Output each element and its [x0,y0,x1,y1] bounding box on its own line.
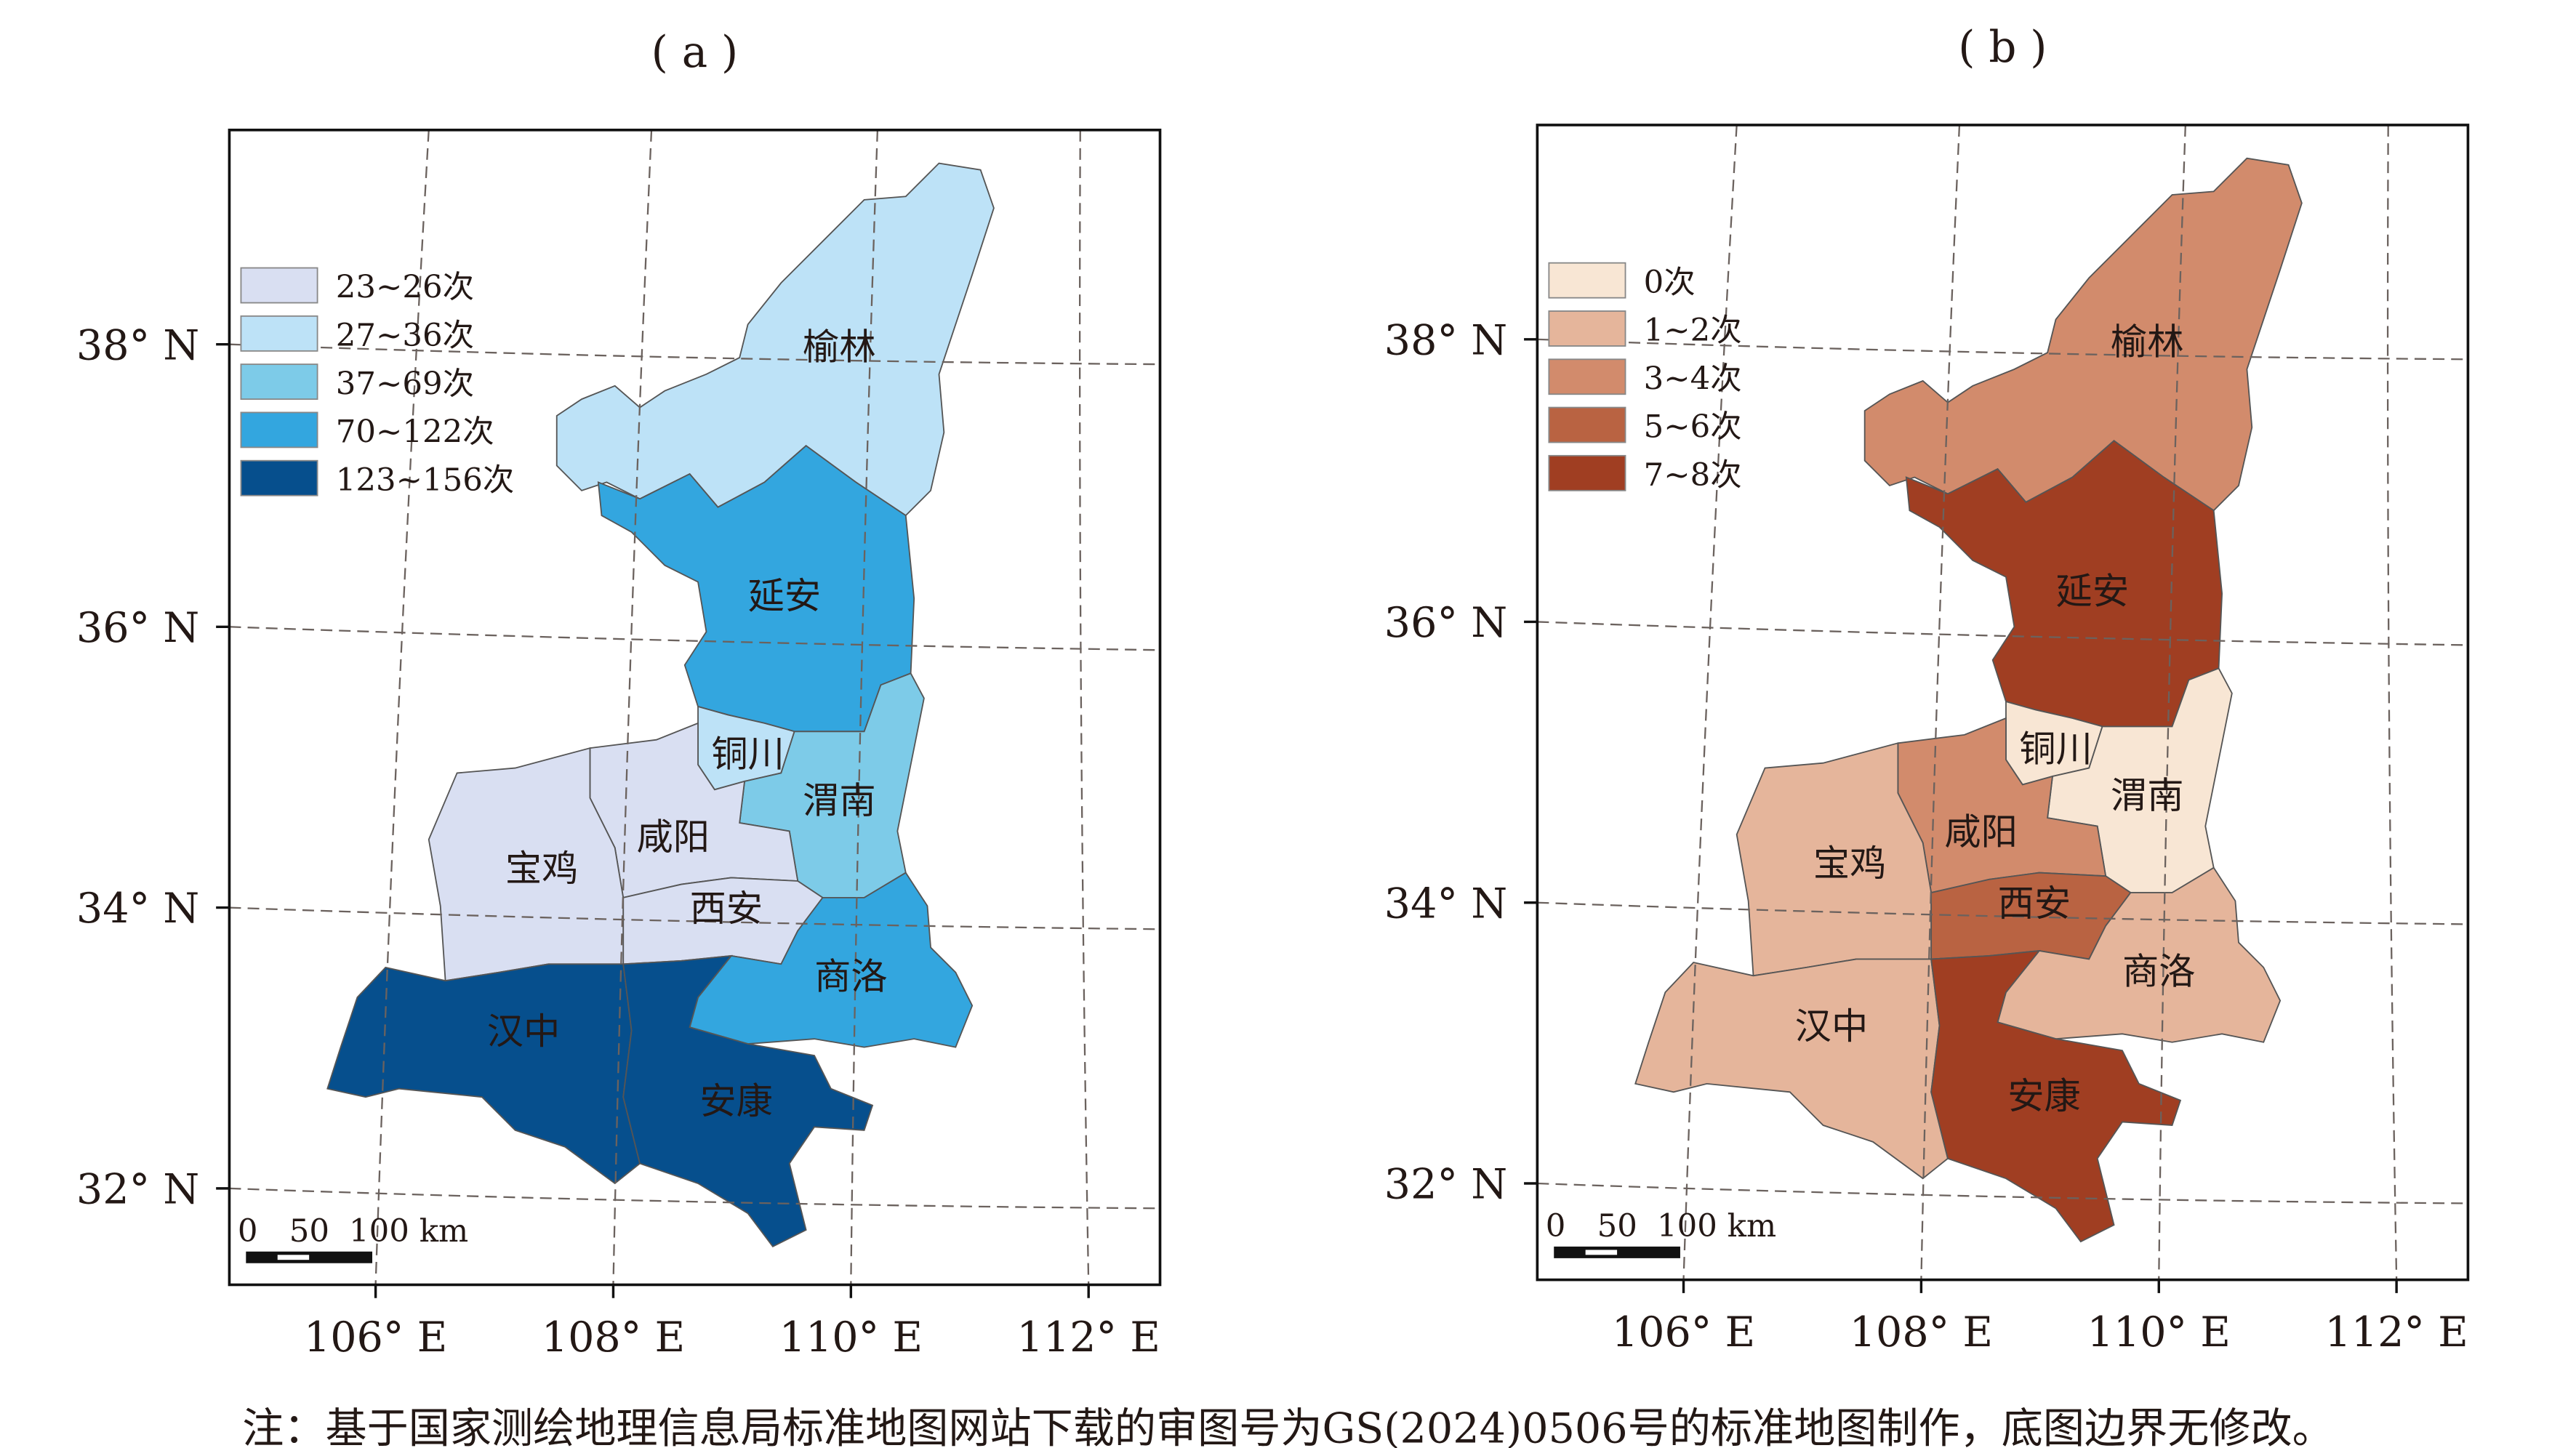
latitude-label: 36° N [76,604,199,652]
region-label-tongchuan: 铜川 [711,732,785,775]
region-label-shangluo: 商洛 [2122,950,2196,993]
panel-title: ( b ) [1958,23,2047,73]
region-label-ankang: 安康 [699,1079,773,1122]
scale-bar-label: 0 [238,1213,258,1250]
scale-bar-label: 100 km [349,1213,468,1250]
latitude-gridline [229,626,1160,651]
scale-bar-label: 50 [289,1213,329,1250]
region-label-xian: 西安 [1998,882,2071,925]
region-label-tongchuan: 铜川 [2019,727,2093,770]
longitude-gridline [612,129,653,1285]
latitude-label: 32° N [76,1165,199,1213]
region-hanzhong [326,963,641,1185]
legend-label: 7~8次 [1644,457,1742,494]
longitude-label: 108° E [1850,1308,1993,1356]
latitude-gridline [229,906,1160,930]
region-label-yanan: 延安 [2056,569,2130,612]
longitude-gridline [850,129,879,1285]
latitude-label: 36° N [1384,599,1507,647]
latitude-gridline [1537,338,2468,361]
map-panel-b: ( b ) 38° N 36° N 34° N 32° N 106° E 108° E 110… [1384,23,2470,1356]
region-hanzhong [1634,958,1949,1180]
longitude-label: 106° E [1612,1308,1755,1356]
legend-label: 5~6次 [1644,409,1742,446]
legend-swatch [1548,358,1626,395]
legend-swatch [1548,310,1626,347]
legend-label: 1~2次 [1644,313,1742,349]
legend-label: 3~4次 [1644,361,1742,397]
latitude-label: 32° N [1384,1161,1507,1209]
scale-bar: 0 50 100 km [238,1213,468,1263]
legend-swatch [1548,406,1626,443]
map-frame [228,128,1162,1287]
scale-bar-label: 100 km [1657,1208,1776,1244]
latitude-gridline [229,343,1160,366]
region-label-xianyang: 咸阳 [1944,811,2018,853]
latitude-gridline [1537,1182,2468,1204]
longitude-gridline [374,129,430,1285]
scale-bar-label: 0 [1546,1208,1566,1244]
legend-swatch [240,315,318,352]
longitude-label: 110° E [779,1314,923,1361]
legend-swatch [240,267,318,304]
region-label-baoji: 宝鸡 [1813,842,1887,885]
region-label-yulin: 榆林 [803,325,876,368]
longitude-gridline [1078,129,1090,1285]
legend-swatch [1548,262,1626,299]
region-label-hanzhong: 汉中 [1795,1005,1869,1047]
region-shangluo [689,872,974,1048]
region-label-xianyang: 咸阳 [636,816,710,858]
region-ankang [622,954,874,1248]
latitude-gridline [1537,621,2468,646]
region-label-weinan: 渭南 [2111,773,2184,816]
latitude-label: 34° N [76,885,199,933]
latitude-gridline [229,1187,1160,1210]
latitude-gridline [1537,901,2468,925]
latitude-label: 34° N [1384,880,1507,928]
region-label-shangluo: 商洛 [814,955,888,998]
legend-label: 27~36次 [336,318,474,354]
legend-label: 123~156次 [336,462,515,499]
scale-bar: 0 50 100 km [1546,1208,1776,1258]
legend-label: 37~69次 [336,366,474,402]
panel-title: ( a ) [651,28,739,78]
latitude-label: 38° N [1384,316,1507,364]
region-label-weinan: 渭南 [803,779,876,821]
longitude-label: 110° E [2087,1308,2231,1356]
legend-label: 70~122次 [336,414,494,451]
region-label-xian: 西安 [690,887,763,930]
longitude-gridline [1682,124,1738,1280]
region-label-yanan: 延安 [748,574,822,617]
region-label-baoji: 宝鸡 [505,847,579,890]
map-frame [1536,124,2470,1282]
longitude-label: 112° E [2324,1308,2468,1356]
legend-label: 0次 [1644,265,1696,301]
longitude-gridline [1920,124,1961,1280]
region-ankang [1930,949,2182,1243]
latitude-label: 38° N [76,321,199,369]
legend-swatch [240,411,318,449]
scale-bar-label: 50 [1597,1208,1637,1244]
legend-swatch [1548,454,1626,491]
legend-swatch [240,459,318,496]
longitude-label: 112° E [1016,1314,1160,1361]
legend-swatch [240,363,318,401]
map-panel-a: ( a ) 38° N 36° N 34° N 32° N 106° E 108° E 110… [76,28,1162,1361]
region-label-ankang: 安康 [2007,1074,2081,1117]
legend-label: 23~26次 [336,270,474,306]
region-label-yulin: 榆林 [2111,320,2184,363]
figure-caption: 注：基于国家测绘地理信息局标准地图网站下载的审图号为GS(2024)0506号的… [242,1405,2333,1448]
region-shangluo [1997,866,2282,1043]
longitude-gridline [2158,124,2186,1280]
region-label-hanzhong: 汉中 [487,1010,561,1053]
longitude-label: 106° E [304,1314,447,1361]
longitude-label: 108° E [542,1314,685,1361]
longitude-gridline [2386,124,2398,1280]
